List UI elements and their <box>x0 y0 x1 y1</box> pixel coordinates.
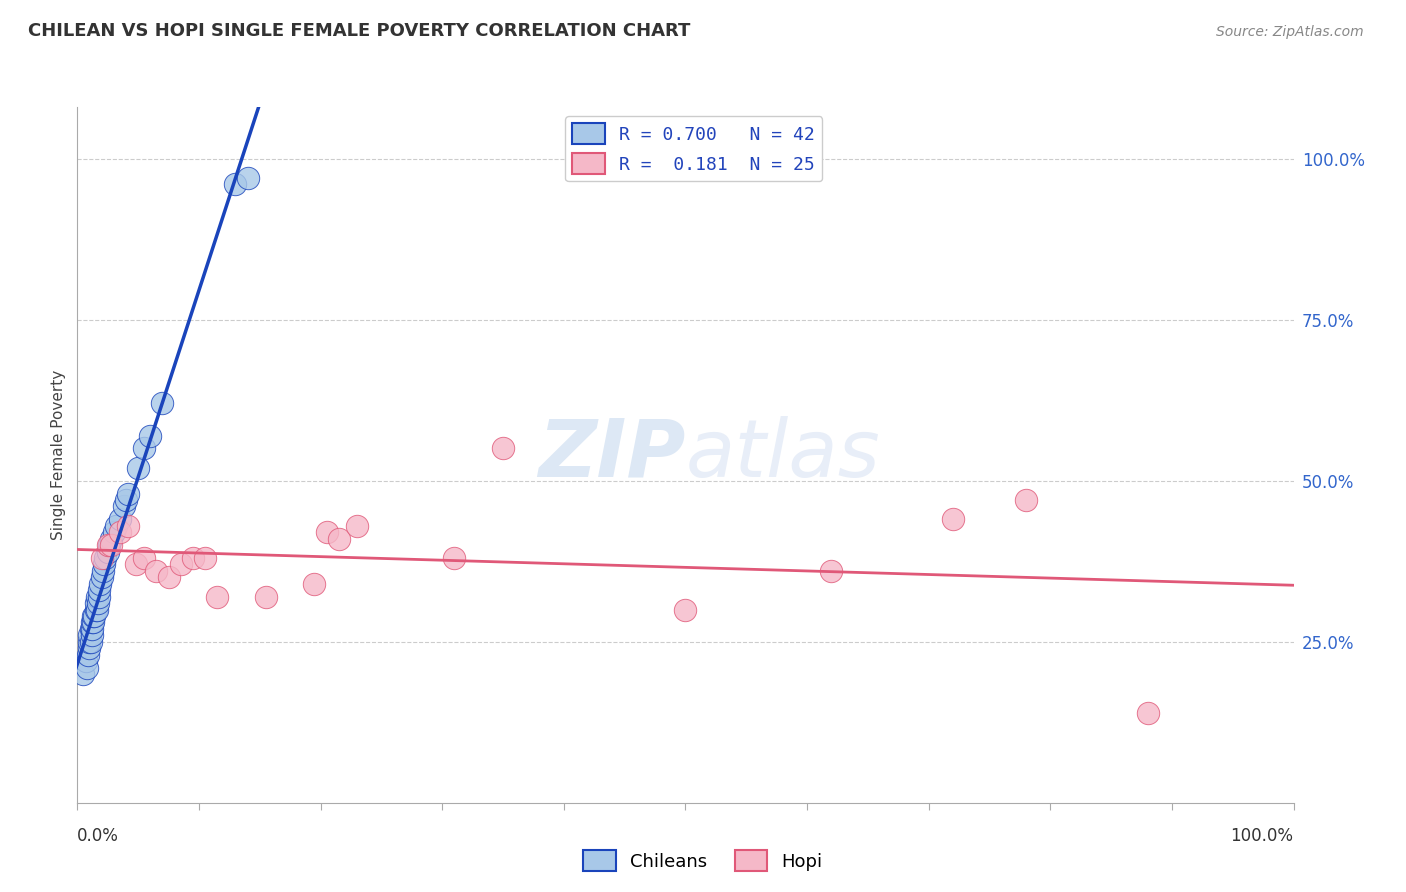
Point <box>152 396 174 410</box>
Point <box>91 564 114 578</box>
Point <box>97 538 120 552</box>
Point <box>87 596 110 610</box>
Point <box>84 596 107 610</box>
Point <box>443 551 465 566</box>
Text: atlas: atlas <box>686 416 880 494</box>
Point <box>304 576 326 591</box>
Point <box>77 648 100 662</box>
Point <box>224 178 246 192</box>
Point <box>108 512 131 526</box>
Point <box>134 551 156 566</box>
Point <box>79 634 101 648</box>
Point <box>72 667 94 681</box>
Point <box>108 525 131 540</box>
Point <box>181 551 204 566</box>
Point <box>125 558 148 572</box>
Point <box>90 570 112 584</box>
Text: Source: ZipAtlas.com: Source: ZipAtlas.com <box>1216 25 1364 38</box>
Point <box>100 538 122 552</box>
Point <box>97 544 120 558</box>
Point <box>89 590 111 604</box>
Point <box>79 628 101 642</box>
Point <box>346 518 368 533</box>
Point <box>94 551 117 566</box>
Point <box>205 590 228 604</box>
Point <box>675 602 697 616</box>
Point <box>84 602 107 616</box>
Text: 100.0%: 100.0% <box>1230 827 1294 845</box>
Point <box>82 615 104 630</box>
Point <box>83 609 105 624</box>
Point <box>103 525 125 540</box>
Legend: Chileans, Hopi: Chileans, Hopi <box>576 843 830 879</box>
Point <box>127 460 149 475</box>
Point <box>315 525 337 540</box>
Point <box>1015 493 1038 508</box>
Point <box>76 660 98 674</box>
Point <box>97 538 120 552</box>
Point <box>105 518 128 533</box>
Point <box>80 622 103 636</box>
Point <box>79 641 101 656</box>
Point <box>254 590 277 604</box>
Point <box>90 551 112 566</box>
Point <box>170 558 193 572</box>
Point <box>89 583 111 598</box>
Point <box>236 170 259 185</box>
Text: ZIP: ZIP <box>538 416 686 494</box>
Point <box>80 628 103 642</box>
Point <box>75 654 97 668</box>
Point <box>157 570 180 584</box>
Point <box>117 486 139 500</box>
Point <box>117 518 139 533</box>
Point <box>86 602 108 616</box>
Point <box>194 551 217 566</box>
Point <box>942 512 965 526</box>
Point <box>139 428 162 442</box>
Text: CHILEAN VS HOPI SINGLE FEMALE POVERTY CORRELATION CHART: CHILEAN VS HOPI SINGLE FEMALE POVERTY CO… <box>28 21 690 39</box>
Point <box>86 590 108 604</box>
Point <box>80 615 103 630</box>
Y-axis label: Single Female Poverty: Single Female Poverty <box>51 370 66 540</box>
Point <box>820 564 842 578</box>
Point <box>93 558 115 572</box>
Point <box>82 609 104 624</box>
Point <box>80 634 103 648</box>
Point <box>115 493 138 508</box>
Legend: R = 0.700   N = 42, R =  0.181  N = 25: R = 0.700 N = 42, R = 0.181 N = 25 <box>565 116 823 181</box>
Point <box>112 500 135 514</box>
Point <box>1136 706 1159 720</box>
Point <box>145 564 167 578</box>
Point <box>89 576 111 591</box>
Point <box>134 442 156 456</box>
Text: 0.0%: 0.0% <box>77 827 120 845</box>
Point <box>492 442 515 456</box>
Point <box>80 622 103 636</box>
Point <box>100 532 122 546</box>
Point <box>328 532 350 546</box>
